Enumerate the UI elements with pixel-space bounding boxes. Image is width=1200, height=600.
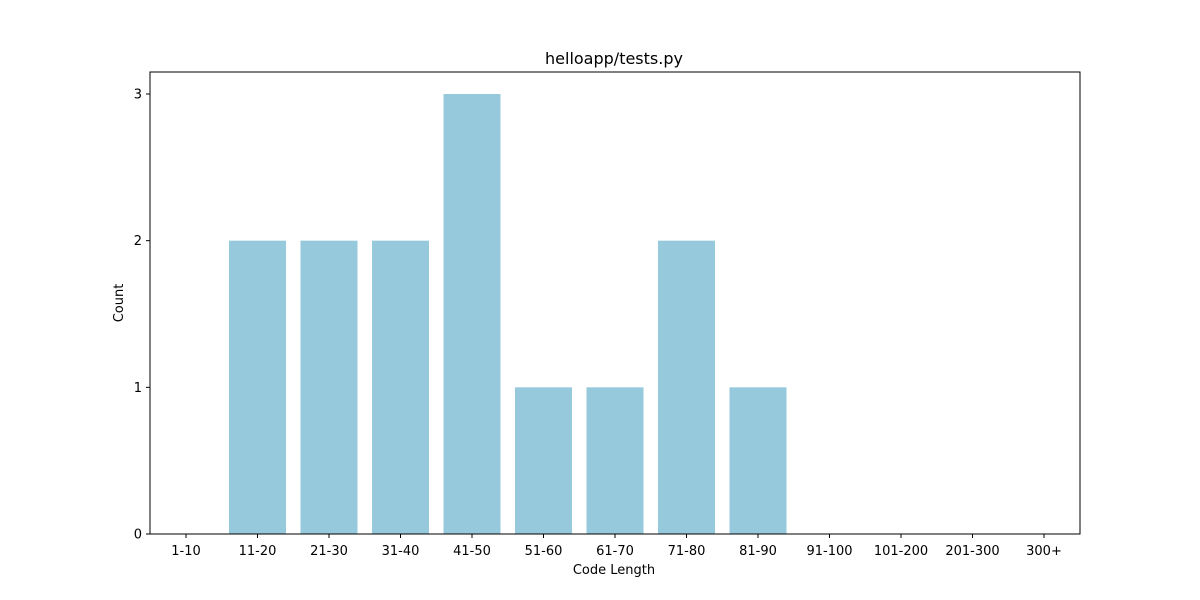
- x-tick-label: 101-200: [874, 544, 928, 559]
- x-tick-label: 91-100: [806, 544, 852, 559]
- x-tick-label: 201-300: [945, 544, 999, 559]
- bar-31-40: [372, 240, 429, 534]
- x-tick-label: 71-80: [668, 544, 706, 559]
- x-tick-label: 81-90: [739, 544, 777, 559]
- y-tick-label: 2: [134, 234, 142, 249]
- x-tick-label: 300+: [1026, 544, 1062, 559]
- bar-21-30: [300, 240, 358, 534]
- y-tick-label: 1: [134, 381, 142, 396]
- y-tick-label: 0: [134, 528, 142, 543]
- bar-11-20: [229, 240, 286, 534]
- x-tick-label: 11-20: [239, 544, 277, 559]
- bar-81-90: [729, 387, 787, 534]
- bar-61-70: [586, 387, 644, 534]
- x-tick-label: 61-70: [596, 544, 634, 559]
- chart-title: helloapp/tests.py: [545, 49, 683, 68]
- x-axis-label: Code Length: [573, 563, 655, 578]
- y-axis-label: Count: [112, 284, 127, 323]
- x-tick-label: 31-40: [382, 544, 420, 559]
- bar-51-60: [515, 387, 572, 534]
- bar-71-80: [658, 240, 715, 534]
- y-tick-label: 3: [134, 88, 142, 103]
- bars-group: [229, 94, 787, 534]
- x-axis-ticks: 1-10 11-20 21-30 31-40 41-50 51-60 61-70 71-80 8…: [171, 534, 1062, 559]
- x-tick-label: 21-30: [310, 544, 348, 559]
- bar-41-50: [443, 94, 501, 534]
- x-tick-label: 41-50: [453, 544, 491, 559]
- x-tick-label: 51-60: [525, 544, 563, 559]
- y-axis-ticks: 0 1 2 3: [134, 88, 150, 543]
- x-tick-label: 1-10: [171, 544, 201, 559]
